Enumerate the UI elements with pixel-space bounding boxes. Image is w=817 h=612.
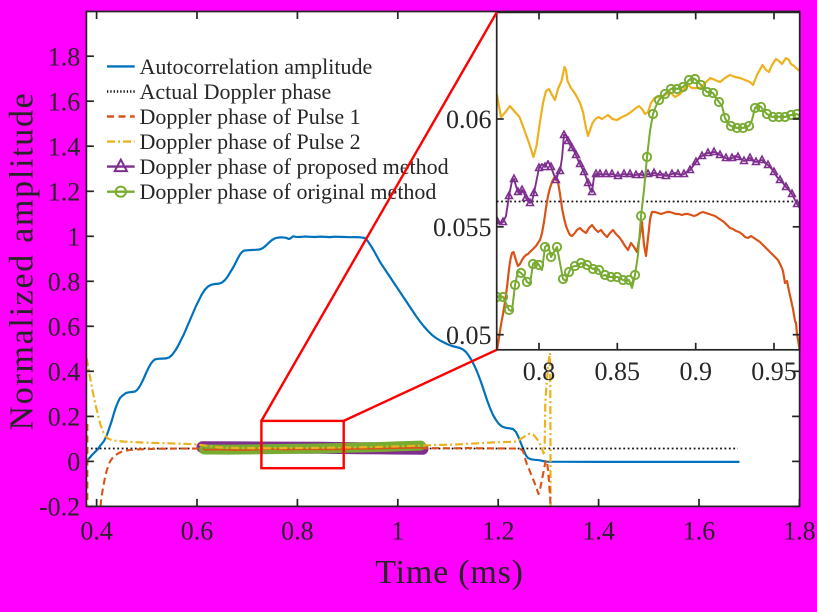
svg-text:0.85: 0.85 [595,357,641,386]
svg-text:1.6: 1.6 [683,517,716,546]
svg-text:1.4: 1.4 [582,517,615,546]
svg-text:0.6: 0.6 [48,313,81,342]
svg-text:1.2: 1.2 [482,517,515,546]
svg-text:0: 0 [67,448,80,477]
svg-text:0.9: 0.9 [679,357,712,386]
svg-text:0.6: 0.6 [181,517,214,546]
svg-text:Actual Doppler phase: Actual Doppler phase [140,79,332,104]
svg-text:1.6: 1.6 [48,87,81,116]
svg-text:0.4: 0.4 [48,358,81,387]
svg-text:0.8: 0.8 [281,517,314,546]
svg-text:Doppler phase of original meth: Doppler phase of original method [140,179,437,204]
svg-text:0.05: 0.05 [446,321,492,350]
svg-text:1: 1 [67,223,80,252]
svg-text:0.8: 0.8 [523,357,556,386]
svg-text:1.8: 1.8 [48,42,81,71]
svg-text:0.055: 0.055 [433,213,492,242]
svg-text:0.8: 0.8 [48,268,81,297]
svg-text:Doppler phase of proposed meth: Doppler phase of proposed method [140,154,449,179]
svg-text:1.8: 1.8 [783,517,816,546]
svg-text:Doppler phase of Pulse 2: Doppler phase of Pulse 2 [140,129,361,154]
svg-text:0.06: 0.06 [446,105,492,134]
svg-text:-0.2: -0.2 [39,493,80,522]
svg-text:1.2: 1.2 [48,178,81,207]
svg-text:1.4: 1.4 [48,132,81,161]
svg-text:Time (ms): Time (ms) [375,554,524,591]
svg-text:1: 1 [391,517,404,546]
svg-text:Normalized amplitude: Normalized amplitude [4,92,41,431]
svg-text:Doppler phase of Pulse 1: Doppler phase of Pulse 1 [140,104,361,129]
svg-text:0.95: 0.95 [751,357,797,386]
svg-text:Autocorrelation amplitude: Autocorrelation amplitude [140,54,373,79]
svg-text:0.4: 0.4 [80,517,113,546]
svg-text:0.2: 0.2 [48,403,81,432]
